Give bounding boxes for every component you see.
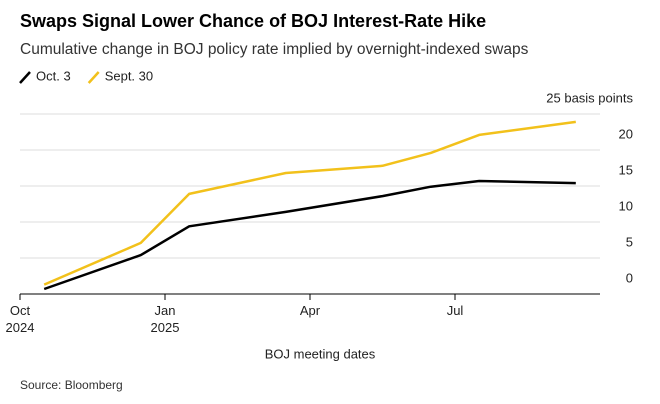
x-tick-label-line: Jan [155, 303, 176, 318]
x-tick-label: Apr [300, 303, 321, 318]
x-tick-label-line: Jul [447, 303, 464, 318]
y-tick-label: 5 [626, 234, 633, 249]
x-tick-label-line: Apr [300, 303, 321, 318]
legend-label: Sept. 30 [105, 68, 153, 83]
y-tick-label: 20 [619, 126, 633, 141]
x-tick-label: Jan 2025 [151, 303, 180, 335]
legend-label: Oct. 3 [36, 68, 71, 83]
x-tick-label-line: 2025 [151, 320, 180, 335]
x-tick-label-line: 2024 [6, 320, 35, 335]
series-line [43, 120, 576, 286]
y-tick-label: 10 [619, 198, 633, 213]
y-tick-label: 0 [626, 270, 633, 285]
y-tick-label: 25 basis points [546, 90, 633, 105]
source: Source: Bloomberg [20, 378, 123, 392]
y-tick-label: 15 [619, 162, 633, 177]
legend-swatch [19, 71, 31, 84]
x-axis-label: BOJ meeting dates [265, 346, 376, 361]
x-tick-label: Oct 2024 [6, 303, 35, 335]
chart-subtitle: Cumulative change in BOJ policy rate imp… [20, 41, 529, 58]
chart-title: Swaps Signal Lower Chance of BOJ Interes… [20, 11, 486, 31]
x-tick-label-line: Oct [10, 303, 31, 318]
x-tick-label: Jul [447, 303, 464, 318]
series-line [43, 179, 576, 291]
legend-swatch [87, 71, 100, 84]
